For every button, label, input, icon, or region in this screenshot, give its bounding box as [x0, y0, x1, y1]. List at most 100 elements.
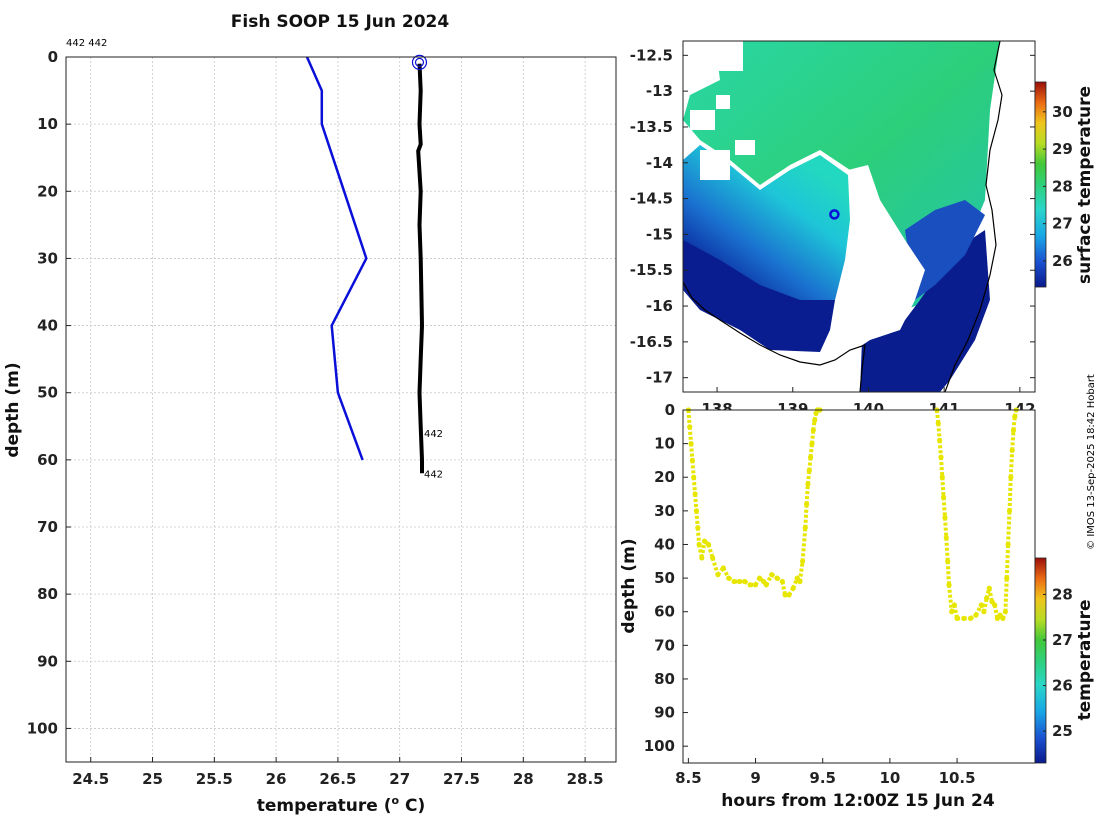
depth-time-x-tick-label: 8.5 — [675, 769, 702, 787]
map-y-tick-label: -15.5 — [630, 261, 673, 279]
dive-1-segment — [699, 540, 707, 559]
profile-blue-line — [305, 56, 368, 461]
map-colorbar-tick-label: 29 — [1052, 140, 1073, 158]
map-y-tick-label: -14 — [646, 154, 673, 172]
map-coastline-east — [944, 41, 1003, 392]
dive-2-segment — [1010, 430, 1016, 451]
map-y-tick-label: -17 — [646, 369, 673, 387]
dive-1-segment — [687, 426, 694, 444]
depth-time-y-tick-label: 30 — [654, 502, 675, 520]
dive-1-segment — [800, 527, 808, 562]
dive-2-segment — [947, 584, 954, 612]
map-y-tick-label: -16.5 — [630, 333, 673, 351]
temperature-colorbar-tick-label: 28 — [1052, 585, 1073, 603]
depth-time-y-tick-label: 100 — [644, 737, 675, 755]
dive-1-segment — [694, 510, 700, 528]
dive-2-segment — [936, 423, 942, 441]
profile-x-tick-label: 27.5 — [443, 770, 480, 788]
dive-2-segment — [984, 587, 992, 599]
dive-2-segment — [939, 456, 945, 478]
depth-time-area — [683, 410, 1035, 763]
temperature-colorbar-gradient — [1034, 557, 1047, 764]
dive-2-segment — [940, 477, 946, 498]
map-y-tick-label: -16 — [646, 297, 673, 315]
map-colorbar-ticks: 26 27 28 29 30 — [1043, 103, 1073, 270]
dive-1-segment — [721, 567, 731, 580]
depth-time-points — [685, 407, 1019, 622]
profile-x-label: temperature (o C) — [257, 794, 426, 816]
dive-2-segment — [1004, 544, 1011, 579]
depth-time-y-tick-label: 60 — [654, 603, 675, 621]
dive-1-segment — [689, 443, 695, 461]
dive-1-segment — [695, 527, 702, 545]
profile-y-tick-label: 90 — [37, 652, 58, 670]
depth-time-x-ticks: 8.5 9 9.5 10 10.5 — [675, 758, 976, 787]
depth-time-y-label: depth (m) — [619, 538, 639, 633]
profile-annotation-label: 442 — [424, 429, 443, 440]
dive-1-segment — [693, 493, 699, 512]
depth-time-y-tick-label: 80 — [654, 670, 675, 688]
profile-y-tick-label: 80 — [37, 585, 58, 603]
dive-2-segment — [1007, 477, 1013, 511]
depth-time-x-tick-label: 10.5 — [939, 769, 976, 787]
sst-map: 138 139 140 141 142 -12.5-13-13.5-14-14.5-15… — [630, 40, 1036, 418]
dive-2-segment — [1003, 578, 1009, 612]
profile-y-tick-label: 10 — [37, 115, 58, 133]
dive-1-segment — [758, 576, 765, 584]
profile-y-tick-label: 100 — [27, 719, 58, 737]
dive-1-segment — [686, 409, 692, 427]
profile-x-tick-label: 28 — [513, 770, 534, 788]
profile-y-tick-label: 20 — [37, 182, 58, 200]
profile-plot-area — [66, 57, 616, 762]
profile-y-tick-label: 70 — [37, 518, 58, 536]
profile-black-line — [416, 63, 424, 474]
temperature-colorbar-ticks: 25 26 27 28 — [1043, 585, 1073, 740]
profile-annotation-label: 442 — [424, 469, 443, 480]
profile-y-tick-label: 40 — [37, 317, 58, 335]
depth-time-plot: 8.5 9 9.5 10 10.5 0 10 20 30 40 50 60 70 80 90 100 hou… — [619, 401, 1036, 811]
depth-time-y-tick-label: 20 — [654, 468, 675, 486]
dive-2-segment — [941, 497, 947, 518]
profile-y-tick-label: 30 — [37, 249, 58, 267]
dive-1-segment — [703, 539, 710, 547]
map-y-tick-label: -15 — [646, 225, 673, 243]
depth-time-x-tick-label: 9 — [750, 769, 760, 787]
profile-x-tick-label: 26 — [266, 770, 287, 788]
profile-start-marker-outer — [411, 54, 428, 70]
map-colorbar: 26 27 28 29 30 surface temperature — [1034, 81, 1095, 288]
dive-1-segment — [710, 557, 720, 576]
map-y-tick-label: -13.5 — [630, 118, 673, 136]
map-colorbar-tick-label: 27 — [1052, 215, 1073, 233]
dive-1-segment — [804, 483, 810, 505]
profile-id-label: 442 442 — [66, 38, 107, 49]
temperature-colorbar-tick-label: 26 — [1052, 677, 1073, 695]
profile-x-tick-label: 26.5 — [319, 770, 356, 788]
depth-time-y-tick-label: 0 — [665, 401, 675, 419]
dive-1-segment — [797, 561, 805, 582]
map-y-tick-label: -13 — [646, 82, 673, 100]
dive-2-segment — [944, 537, 950, 562]
map-colorbar-tick-label: 26 — [1052, 252, 1073, 270]
dive-2-segment — [943, 517, 949, 538]
profile-annotations: 442 442 — [424, 429, 443, 480]
depth-time-y-tick-label: 70 — [654, 636, 675, 654]
profile-y-ticks: 0 10 20 30 40 50 60 70 80 90 100 — [27, 48, 71, 737]
dive-1-segment — [791, 577, 800, 589]
credit-text: © IMOS 13-Sep-2025 18:42 Hobart — [1086, 374, 1097, 550]
profile-y-tick-label: 60 — [37, 451, 58, 469]
profile-x-tick-label: 27 — [389, 770, 410, 788]
depth-time-x-tick-label: 9.5 — [809, 769, 836, 787]
profile-y-tick-label: 50 — [37, 384, 58, 402]
map-y-ticks: -12.5 -13 -13.5 -14 -14.5 -15 -15.5 -16 -16.5 -17 — [630, 46, 1035, 387]
dive-1-segment — [811, 419, 817, 431]
profile-x-tick-label: 25.5 — [196, 770, 233, 788]
profile-plot: 24.5 25 25.5 26 26.5 27 27.5 28 28.5 0 10 20 30 40 50… — [3, 48, 617, 816]
dive-1-segment — [803, 503, 809, 528]
dive-1-segment — [690, 460, 696, 478]
temperature-colorbar-label: temperature — [1075, 599, 1095, 720]
depth-time-x-tick-label: 10 — [879, 769, 900, 787]
dive-2-segment — [1006, 510, 1012, 545]
dive-2-segment — [937, 440, 943, 458]
map-y-tick-label: -14.5 — [630, 190, 673, 208]
